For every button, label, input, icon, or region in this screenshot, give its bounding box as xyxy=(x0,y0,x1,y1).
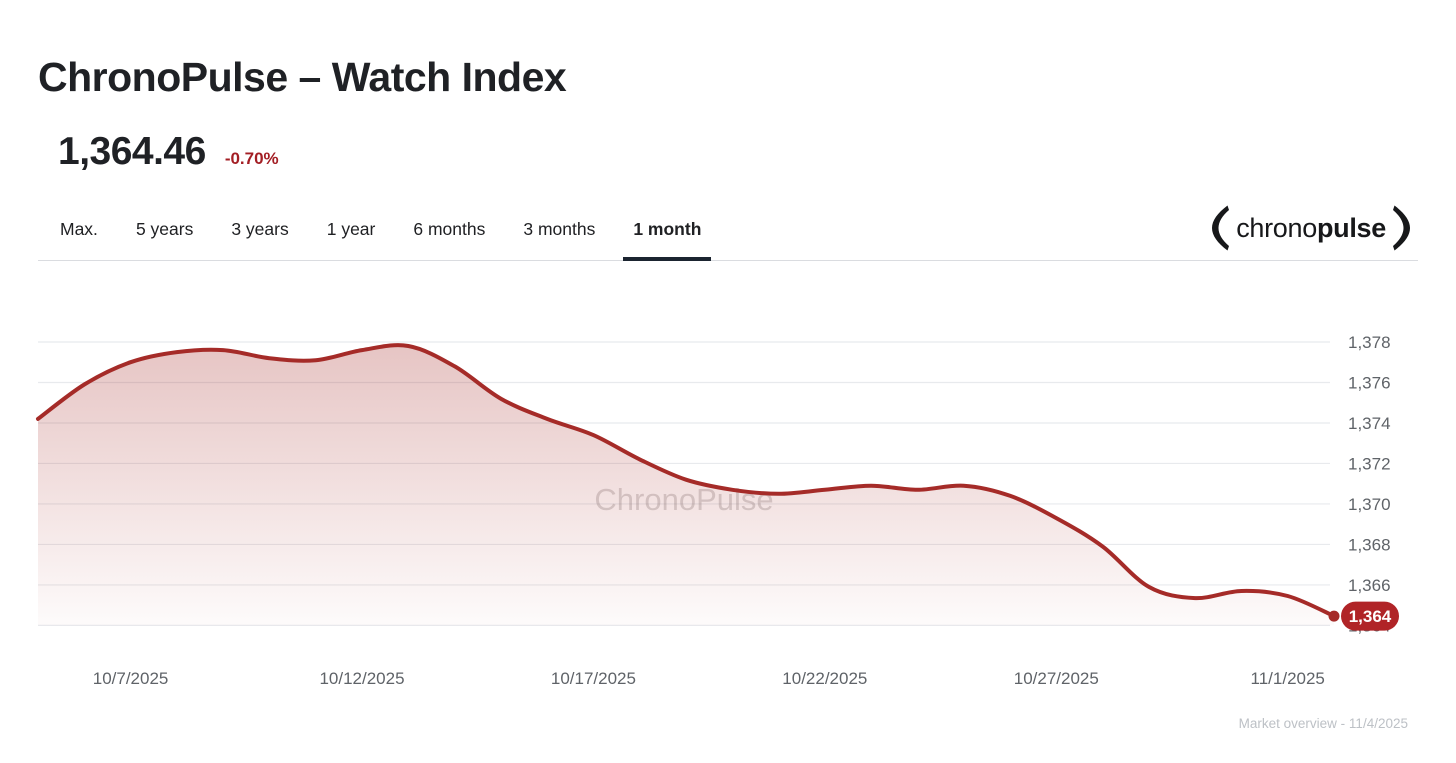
tab-6-months[interactable]: 6 months xyxy=(413,219,486,239)
x-axis-label: 10/17/2025 xyxy=(551,669,636,688)
footer-note: Market overview - 11/4/2025 xyxy=(1238,716,1408,731)
tab-3-years[interactable]: 3 years xyxy=(231,219,289,239)
y-axis-label-1366: 1,366 xyxy=(1348,576,1391,595)
price-chart-svg: 1,364 1,366 1,368 1,370 1,372 1,374 1,376 1,378… xyxy=(36,333,1399,688)
index-change-percent: -0.70% xyxy=(224,149,279,168)
y-axis-label-1372: 1,372 xyxy=(1348,454,1391,473)
x-axis-label: 10/22/2025 xyxy=(782,669,867,688)
x-axis-label: 10/27/2025 xyxy=(1014,669,1099,688)
y-axis-label-1370: 1,370 xyxy=(1348,495,1391,514)
tab-1-month[interactable]: 1 month xyxy=(623,219,712,261)
logo-text: chronopulse xyxy=(1236,212,1386,243)
last-point-dot xyxy=(1328,610,1340,622)
x-axis-label: 10/7/2025 xyxy=(93,669,169,688)
area-fill xyxy=(38,345,1334,626)
last-value-badge xyxy=(1341,601,1399,631)
tab-max[interactable]: Max. xyxy=(60,219,98,239)
chronopulse-logo: chronopulse xyxy=(1212,205,1410,251)
quote-row: 1,364.46 -0.70% xyxy=(58,130,279,174)
tab-5-years[interactable]: 5 years xyxy=(135,219,194,239)
logo-left-bracket-icon xyxy=(1212,205,1230,251)
y-axis-label-1374: 1,374 xyxy=(1348,414,1391,433)
x-axis-label: 11/1/2025 xyxy=(1251,669,1325,688)
index-value: 1,364.46 xyxy=(58,130,206,173)
y-axis-label-1376: 1,376 xyxy=(1348,373,1391,392)
tab-1-year[interactable]: 1 year xyxy=(326,219,376,239)
last-value-badge-label: 1,364 xyxy=(1349,607,1392,626)
y-axis-label-1378: 1,378 xyxy=(1348,333,1391,352)
page-title: ChronoPulse – Watch Index xyxy=(38,54,567,100)
logo-right-bracket-icon xyxy=(1393,205,1410,251)
time-range-tabs: Max. 5 years 3 years 1 year 6 months 3 months… xyxy=(38,212,1418,261)
price-chart: 1,364 1,366 1,368 1,370 1,372 1,374 1,376 1,378… xyxy=(0,280,1456,763)
price-line xyxy=(36,343,1336,619)
tab-3-months[interactable]: 3 months xyxy=(523,219,596,239)
y-axis-label-1368: 1,368 xyxy=(1348,535,1391,554)
x-axis-label: 10/12/2025 xyxy=(319,669,404,688)
